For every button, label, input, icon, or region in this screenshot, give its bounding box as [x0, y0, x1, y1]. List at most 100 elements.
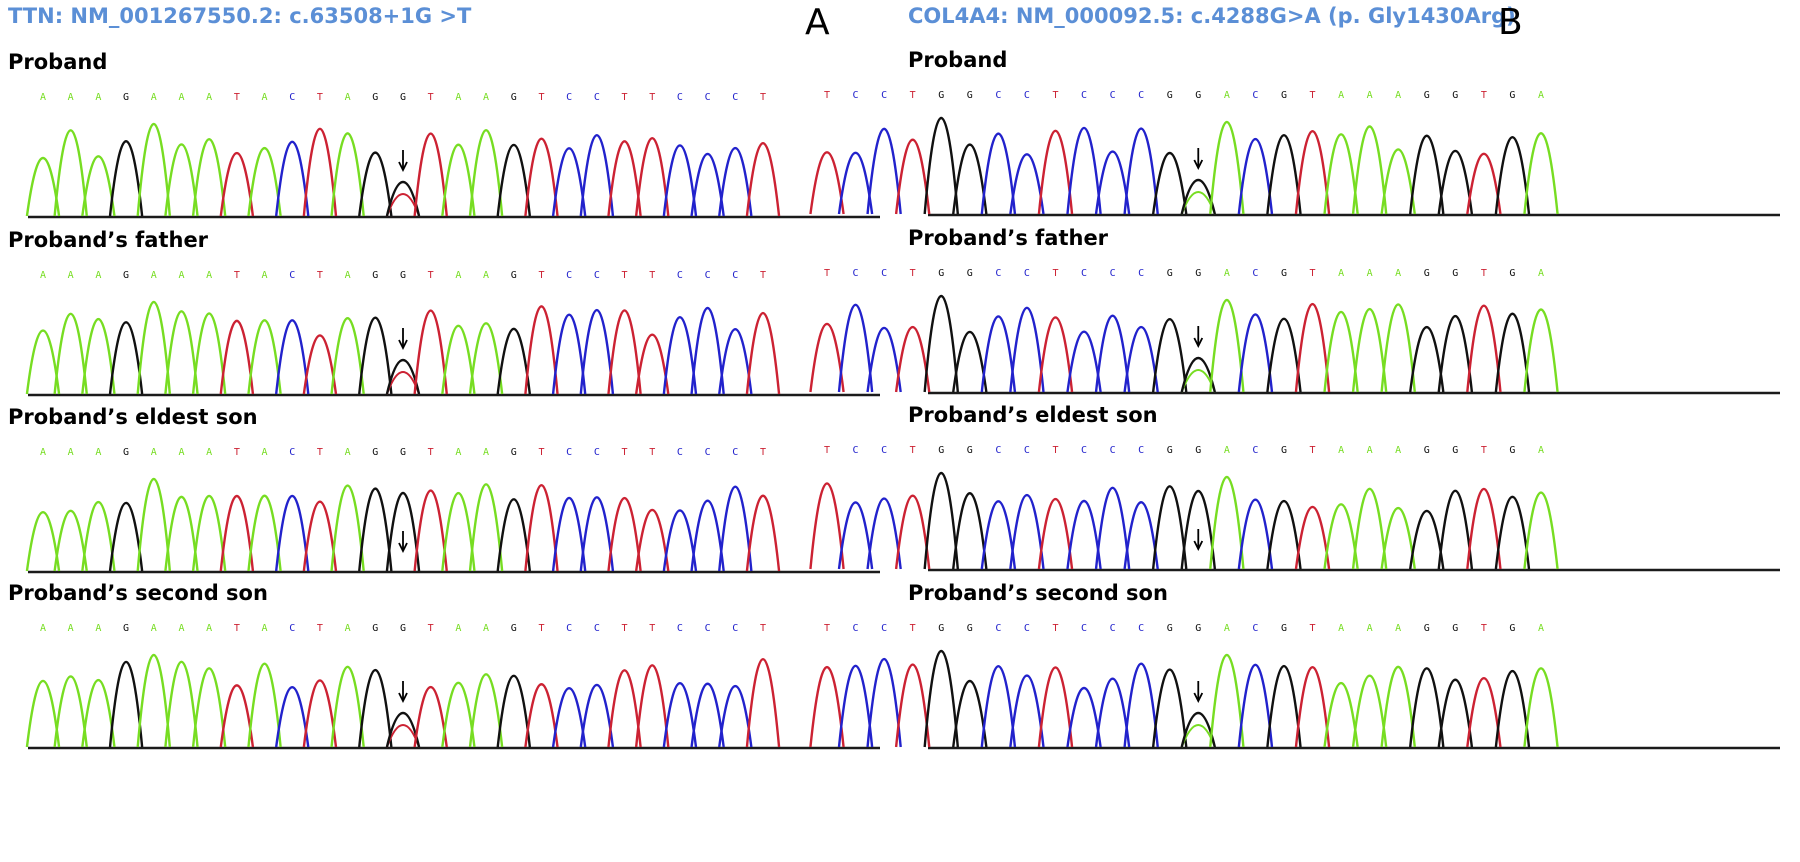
- chromatogram-peak: [219, 684, 255, 748]
- chromatogram-peak: [330, 317, 365, 395]
- base-call: T: [649, 92, 655, 103]
- base-call: T: [428, 447, 434, 458]
- chromatogram-peak: [718, 327, 753, 395]
- base-call: G: [511, 270, 517, 281]
- base-call: T: [234, 270, 240, 281]
- chromatogram-peak: [923, 472, 960, 570]
- chromatogram-peak: [1209, 476, 1245, 570]
- base-call: G: [400, 92, 406, 103]
- base-call: T: [1481, 90, 1487, 101]
- base-call: G: [1509, 90, 1515, 101]
- chromatogram-peak: [1094, 150, 1131, 215]
- base-call: A: [483, 92, 489, 103]
- base-call: A: [95, 92, 101, 103]
- base-call: C: [732, 447, 738, 458]
- chromatogram-peak: [219, 495, 255, 572]
- base-call: A: [206, 447, 212, 458]
- chromatogram-peak: [579, 308, 615, 395]
- chromatogram-peak: [1094, 314, 1131, 393]
- chromatogram-peak: [1037, 666, 1074, 748]
- chromatogram-peak: [302, 127, 338, 217]
- chromatogram-peak: [1209, 654, 1245, 748]
- base-call: T: [824, 268, 830, 279]
- chromatogram-peak: [980, 132, 1017, 215]
- chromatogram-peak: [1323, 503, 1359, 570]
- chromatogram-peak: [81, 155, 116, 217]
- base-call: G: [1195, 268, 1201, 279]
- chromatogram-peak: [1151, 318, 1188, 393]
- base-call: C: [732, 92, 738, 103]
- chromatogram-peak: [468, 322, 504, 395]
- chromatogram-peak: [468, 673, 504, 748]
- chromatogram-peak: [496, 674, 532, 748]
- base-call: A: [1538, 445, 1544, 456]
- panel-letter: B: [1498, 2, 1523, 43]
- chromatogram-peak: [274, 140, 310, 217]
- base-call: T: [538, 92, 544, 103]
- base-call: C: [732, 623, 738, 634]
- chromatogram-peak: [330, 665, 365, 748]
- chromatogram-peak: [53, 312, 88, 395]
- base-call: T: [760, 447, 766, 458]
- sample-track: Proband’s eldest son A A A G A A A T A C T A G G T A A G T…: [0, 405, 900, 605]
- chromatogram-peak: [108, 140, 144, 217]
- base-call: A: [483, 270, 489, 281]
- base-call: A: [1367, 623, 1373, 634]
- base-call: T: [1052, 623, 1058, 634]
- base-call: A: [345, 447, 351, 458]
- base-call: A: [95, 623, 101, 634]
- base-call: T: [760, 92, 766, 103]
- chromatogram-peak: [1409, 510, 1445, 570]
- chromatogram-peak: [1380, 148, 1416, 215]
- chromatogram-peak: [952, 143, 988, 215]
- base-call: G: [1167, 445, 1173, 456]
- chromatogram-peak: [551, 687, 587, 748]
- chromatogram-peak: [837, 664, 874, 748]
- base-call: G: [511, 92, 517, 103]
- base-call: A: [68, 623, 74, 634]
- chromatogram-peak: [108, 660, 144, 748]
- chromatogram-peak: [1437, 315, 1474, 393]
- chromatogram-peak: [1409, 134, 1445, 215]
- base-call: C: [594, 270, 600, 281]
- base-call: T: [234, 623, 240, 634]
- base-call: C: [677, 447, 683, 458]
- chromatogram-peak: [1009, 306, 1045, 393]
- chromatogram-peak: [274, 319, 310, 395]
- chromatogram-peak: [1294, 129, 1331, 215]
- base-call: A: [1338, 445, 1344, 456]
- base-call: G: [400, 447, 406, 458]
- base-call: G: [967, 268, 973, 279]
- chromatogram-peak: [1294, 505, 1331, 570]
- chromatogram-peak: [191, 495, 227, 572]
- base-call: C: [1110, 445, 1116, 456]
- base-call: A: [95, 270, 101, 281]
- chromatogram-peak: [1523, 308, 1559, 393]
- chromatogram-peak: [136, 123, 172, 217]
- chromatogram-peak: [81, 318, 116, 395]
- gene-variant-title: TTN: NM_001267550.2: c.63508+1G >T: [8, 4, 472, 28]
- chromatogram-peak: [923, 650, 960, 748]
- base-call: G: [1281, 445, 1287, 456]
- chromatogram-peak: [952, 679, 988, 748]
- base-call: C: [677, 623, 683, 634]
- base-call: G: [1281, 268, 1287, 279]
- base-call: A: [151, 270, 157, 281]
- base-call: G: [1281, 623, 1287, 634]
- base-call: G: [1509, 268, 1515, 279]
- base-call: C: [1024, 90, 1030, 101]
- chromatogram-peak: [1494, 136, 1531, 215]
- chromatogram-peak: [866, 127, 902, 215]
- base-call: C: [853, 623, 859, 634]
- base-call: C: [881, 623, 887, 634]
- base-call: T: [1481, 268, 1487, 279]
- base-call: C: [594, 623, 600, 634]
- chromatogram-peak: [745, 142, 781, 217]
- chromatogram-peak: [413, 309, 448, 395]
- sample-label: Proband: [908, 48, 1008, 72]
- base-call: G: [1167, 90, 1173, 101]
- chromatogram-peak: [1494, 312, 1531, 393]
- chromatogram-peak: [81, 678, 116, 748]
